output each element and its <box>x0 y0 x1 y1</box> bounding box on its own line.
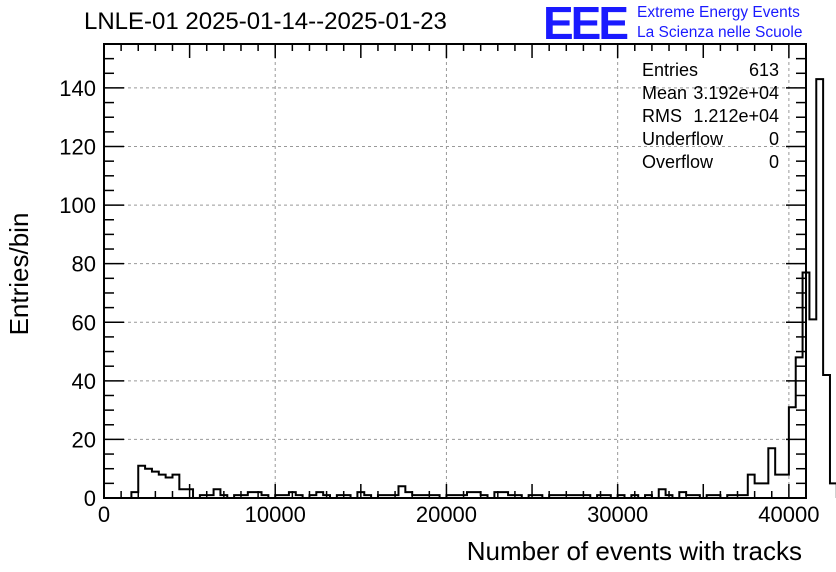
x-tick-label-2: 20000 <box>416 502 477 527</box>
y-tick-label-0: 0 <box>84 486 96 511</box>
x-axis-label: Number of events with tracks <box>466 536 802 566</box>
y-axis-label: Entries/bin <box>4 212 34 336</box>
y-tick-label-5: 100 <box>59 193 96 218</box>
x-tick-label-3: 30000 <box>587 502 648 527</box>
y-tick-label-6: 120 <box>59 135 96 160</box>
y-tick-label-3: 60 <box>72 310 96 335</box>
histogram-series <box>130 78 836 499</box>
stat-rms-value: 1.212e+04 <box>693 106 779 126</box>
chart-title: LNLE-01 2025-01-14--2025-01-23 <box>84 8 447 35</box>
x-tick-label-4: 40000 <box>758 502 819 527</box>
y-tick-label-1: 20 <box>72 427 96 452</box>
axis-ticks: 0 10000 20000 30000 40000 0 20 40 60 80 100 120 140 <box>59 43 819 527</box>
stat-entries-value: 613 <box>748 60 779 80</box>
stat-entries-label: Entries <box>642 60 699 80</box>
x-tick-label-1: 10000 <box>245 502 306 527</box>
stat-overflow-label: Overflow <box>642 152 714 172</box>
logo-line-1: Extreme Energy Events <box>637 4 800 21</box>
stat-rms-label: RMS <box>642 106 682 126</box>
y-tick-label-2: 40 <box>72 369 96 394</box>
y-tick-label-4: 80 <box>72 252 96 277</box>
y-tick-label-7: 140 <box>59 76 96 101</box>
grid-lines <box>104 44 806 498</box>
logo-line-2: La Scienza nelle Scuole <box>637 24 803 41</box>
stat-underflow-label: Underflow <box>642 129 724 149</box>
stat-underflow-value: 0 <box>768 129 779 149</box>
stat-overflow-value: 0 <box>768 152 779 172</box>
x-tick-label-0: 0 <box>98 502 110 527</box>
stat-mean-label: Mean <box>642 83 688 103</box>
stat-mean-value: 3.192e+04 <box>693 83 779 103</box>
eee-logo: EEE <box>543 0 629 49</box>
plot-frame <box>103 43 807 499</box>
